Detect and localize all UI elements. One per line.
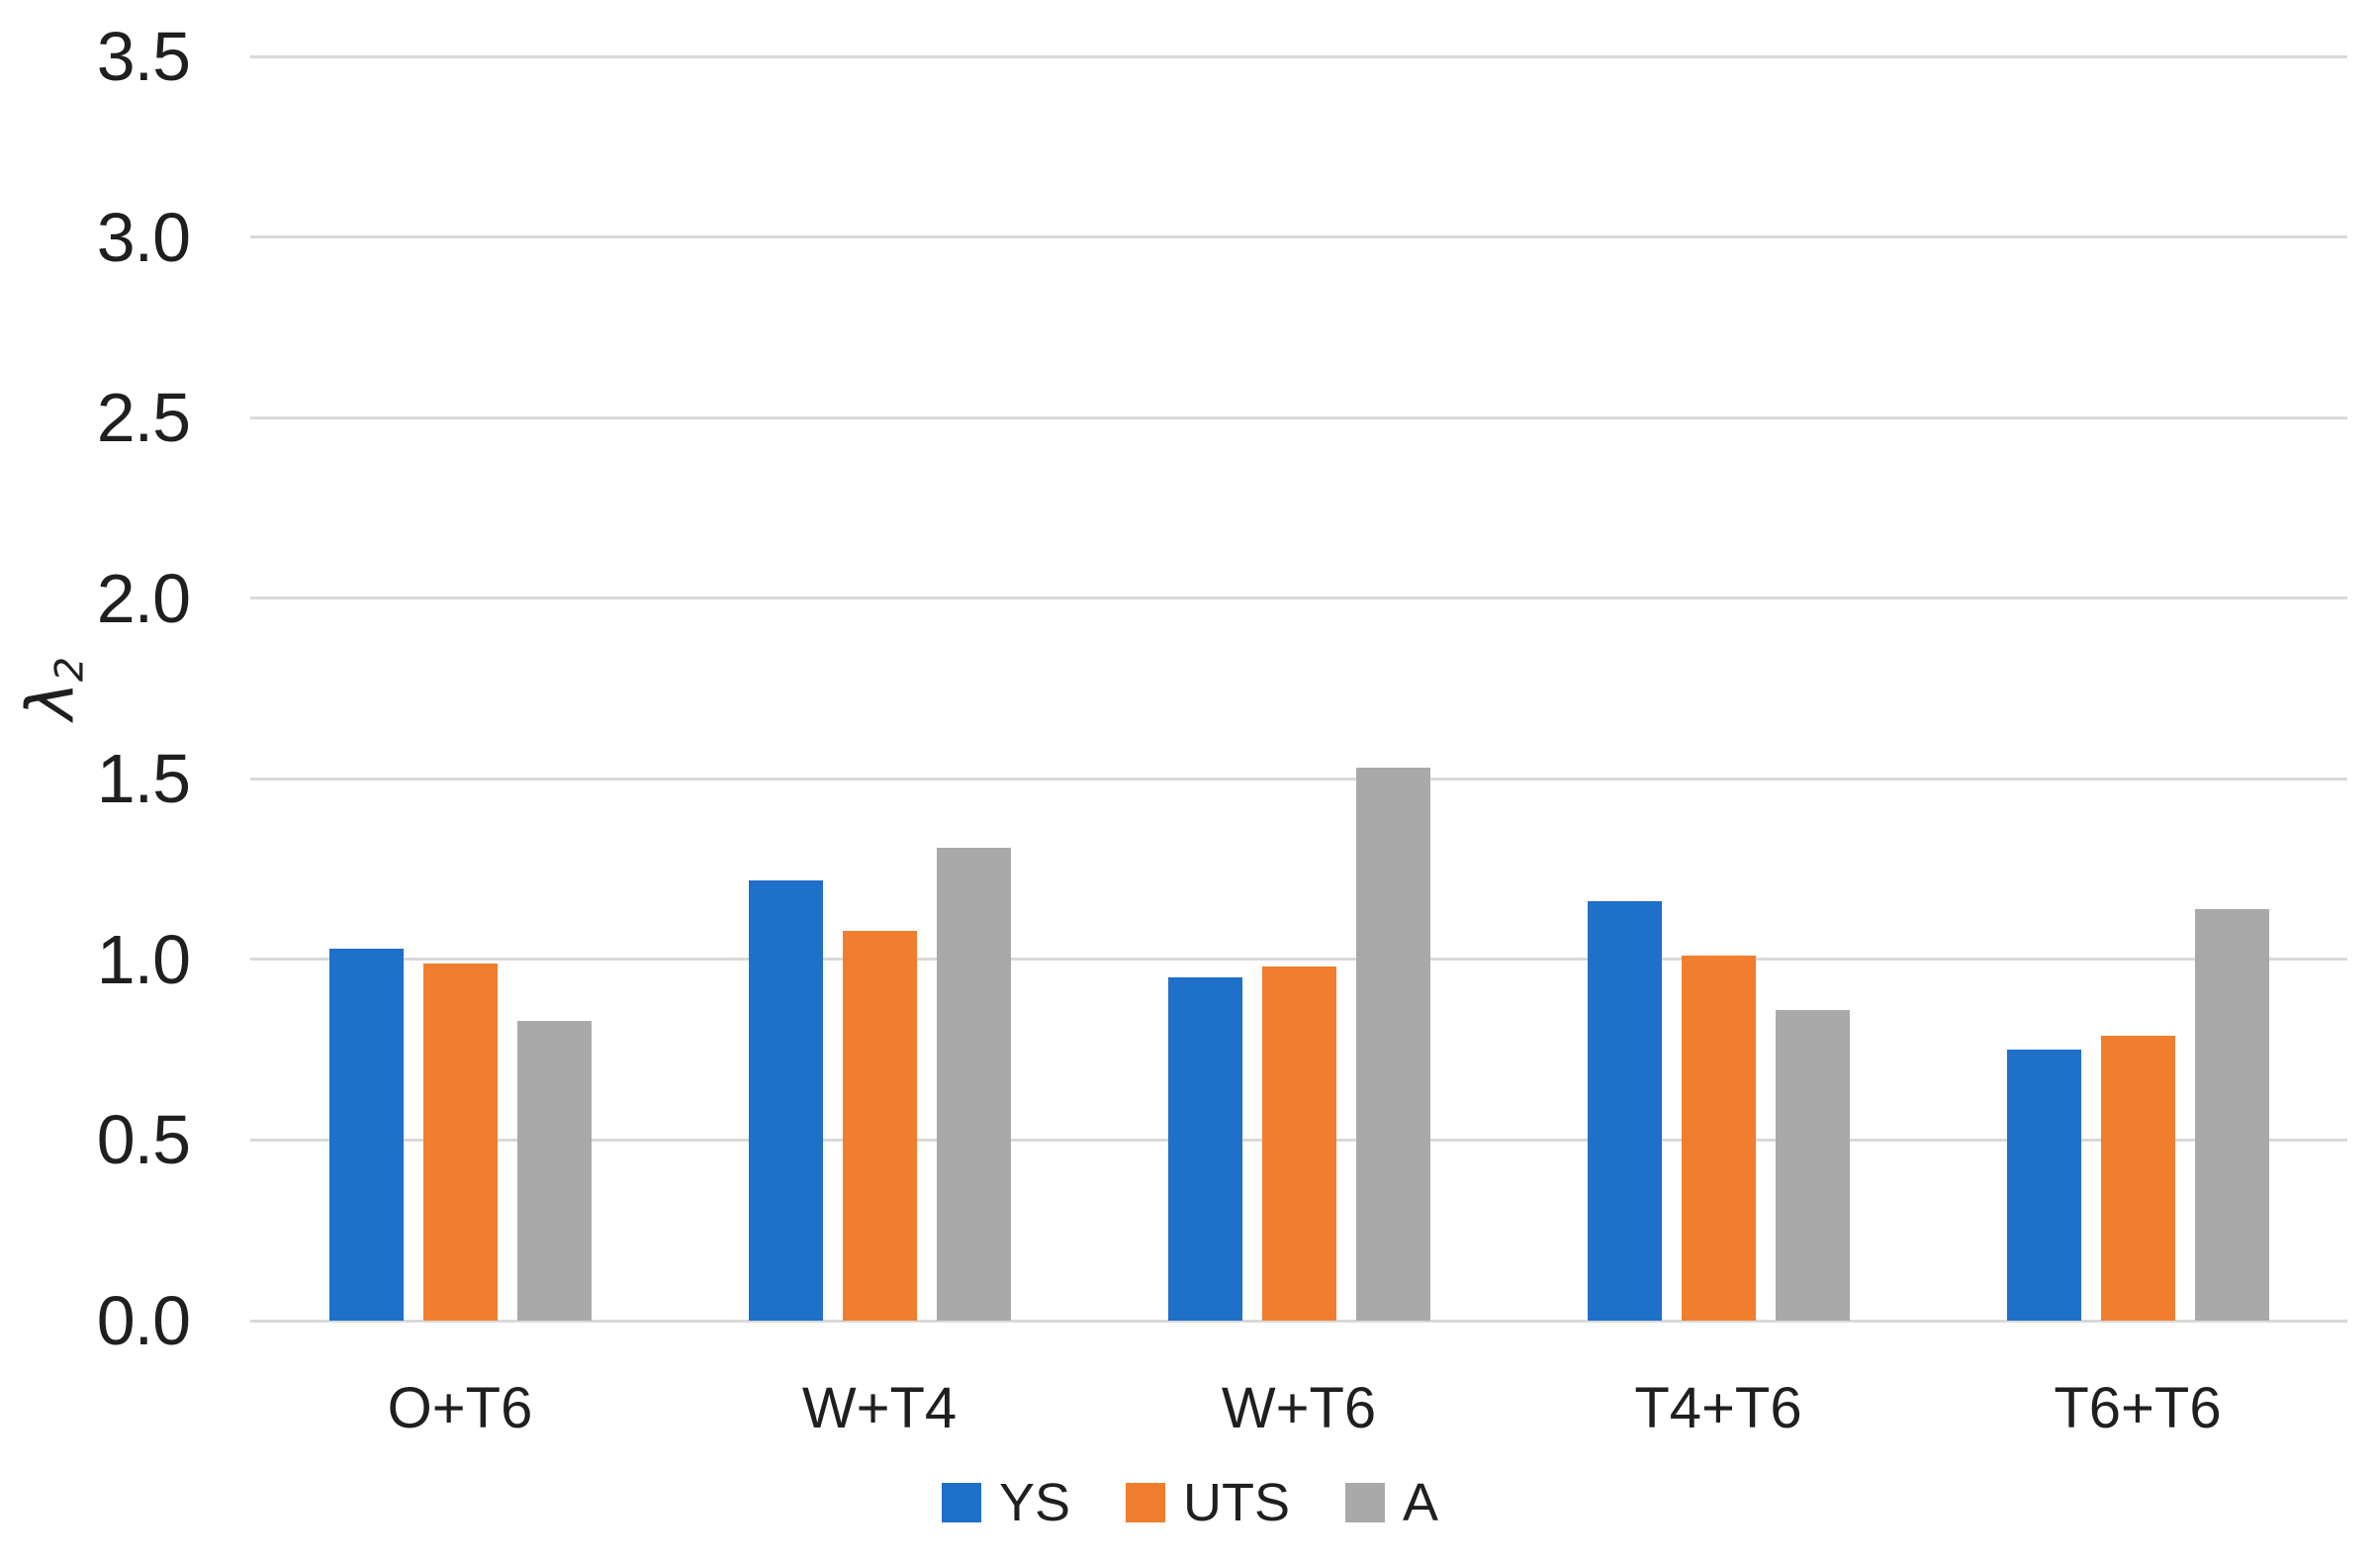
bar-a-t4+t6 [1775,1010,1850,1321]
legend-label-ys: YS [998,1473,1070,1532]
legend: YS UTS A [0,1476,2380,1529]
y-tick-label-0.0: 0.0 [96,1282,191,1359]
bar-a-t6+t6 [2194,908,2269,1321]
y-tick-label-1.0: 1.0 [96,920,191,998]
x-category-label-t6+t6: T6+T6 [2054,1376,2222,1440]
x-category-label-t4+t6: T4+T6 [1634,1376,1802,1440]
legend-swatch-uts [1126,1483,1165,1522]
y-tick-label-2.0: 2.0 [96,559,191,637]
y-tick-label-3.5: 3.5 [96,18,191,95]
legend-label-a: A [1403,1473,1439,1532]
legend-label-uts: UTS [1183,1473,1290,1532]
gridline-2.0 [250,597,2347,600]
gridline-3.5 [250,54,2347,58]
bar-uts-o+t6 [422,963,498,1321]
lambda-subscript: 2 [46,656,93,683]
x-category-label-w+t4: W+T4 [801,1376,958,1440]
gridline-0.0 [250,1319,2347,1323]
legend-swatch-a [1345,1483,1385,1522]
gridline-1.0 [250,958,2347,962]
y-tick-label-3.0: 3.0 [96,198,191,276]
gridline-3.0 [250,235,2347,239]
x-category-label-o+t6: O+T6 [387,1376,533,1440]
y-tick-label-2.5: 2.5 [96,379,191,457]
bar-uts-t6+t6 [2100,1035,2175,1321]
bar-ys-w+t4 [748,879,823,1321]
lambda-symbol: λ [12,682,89,721]
bar-ys-o+t6 [328,948,404,1321]
legend-item-uts: UTS [1126,1476,1290,1529]
bar-a-w+t4 [936,847,1011,1321]
x-category-label-w+t6: W+T6 [1221,1376,1377,1440]
bar-ys-w+t6 [1167,977,1242,1321]
legend-item-a: A [1345,1476,1438,1529]
bar-uts-w+t4 [842,930,917,1321]
gridline-1.5 [250,777,2347,781]
legend-swatch-ys [941,1483,981,1522]
bar-uts-w+t6 [1261,966,1336,1321]
bar-a-w+t6 [1355,768,1430,1321]
bar-ys-t4+t6 [1587,901,1662,1321]
y-axis-title-text: λ2 [13,656,103,720]
legend-item-ys: YS [941,1473,1070,1532]
y-tick-label-0.5: 0.5 [96,1101,191,1179]
bar-a-o+t6 [516,1020,592,1321]
bar-ys-t6+t6 [2006,1050,2081,1321]
bar-uts-t4+t6 [1681,956,1756,1321]
gridline-2.5 [250,415,2347,419]
y-tick-label-1.5: 1.5 [96,740,191,818]
